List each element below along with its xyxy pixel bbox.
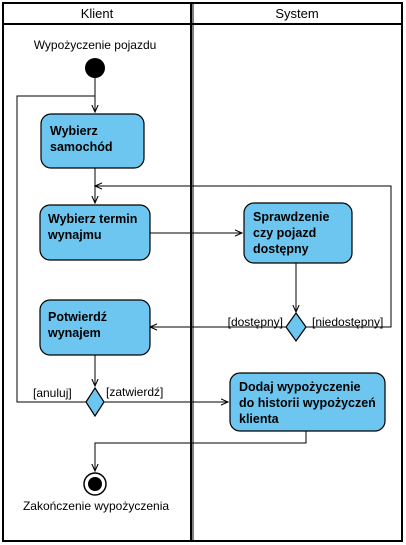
activity-dodaj-line-1: Dodaj wypożyczenie bbox=[239, 380, 361, 394]
lane-title-system: System bbox=[275, 6, 318, 21]
decision-zatwierdzenie bbox=[85, 386, 105, 418]
activity-wybierz-samochod: Wybierz samochód bbox=[40, 113, 145, 169]
guard-zatwierdz: [zatwierdź] bbox=[106, 385, 163, 399]
final-node bbox=[83, 472, 107, 496]
activity-potwierdz-line-2: wynajem bbox=[47, 326, 101, 340]
activity-sprawdzenie-line-1: Sprawdzenie bbox=[253, 210, 329, 224]
activity-sprawdzenie-line-3: dostępny bbox=[253, 242, 309, 256]
activity-potwierdz: Potwierdź wynajem bbox=[39, 299, 151, 356]
activity-wybierz-termin-line-2: wynajmu bbox=[47, 228, 102, 242]
guard-niedostepny: [niedostępny] bbox=[312, 315, 383, 329]
edge-dodaj-to-end bbox=[95, 431, 307, 471]
activity-wybierz-termin-line-1: Wybierz termin bbox=[48, 212, 137, 226]
decision-dostepnosc bbox=[285, 311, 307, 343]
swimlane-frame bbox=[2, 2, 403, 542]
end-label: Zakończenie wypożyczenia bbox=[23, 499, 169, 513]
activity-wybierz-samochod-line-2: samochód bbox=[50, 140, 113, 154]
activity-sprawdzenie: Sprawdzenie czy pojazd dostępny bbox=[243, 202, 353, 264]
activity-wybierz-samochod-line-1: Wybierz bbox=[50, 124, 98, 138]
edge-niedostepny-loop bbox=[95, 186, 392, 328]
activity-sprawdzenie-line-2: czy pojazd bbox=[253, 226, 316, 240]
activity-dodaj-line-2: do historii wypożyczeń bbox=[239, 396, 376, 410]
guard-anuluj: [anuluj] bbox=[33, 386, 72, 400]
activity-wybierz-termin: Wybierz termin wynajmu bbox=[39, 204, 151, 261]
edge-anuluj-loop bbox=[16, 95, 95, 403]
guard-dostepny: [dostępny] bbox=[228, 315, 283, 329]
activity-dodaj-line-3: klienta bbox=[239, 412, 280, 426]
initial-node bbox=[85, 58, 105, 78]
edges bbox=[16, 78, 392, 471]
lane-title-klient: Klient bbox=[81, 6, 114, 21]
activity-dodaj: Dodaj wypożyczenie do historii wypożycze… bbox=[229, 372, 386, 432]
activity-potwierdz-line-1: Potwierdź bbox=[48, 310, 107, 324]
start-label: Wypożyczenie pojazdu bbox=[34, 38, 157, 52]
